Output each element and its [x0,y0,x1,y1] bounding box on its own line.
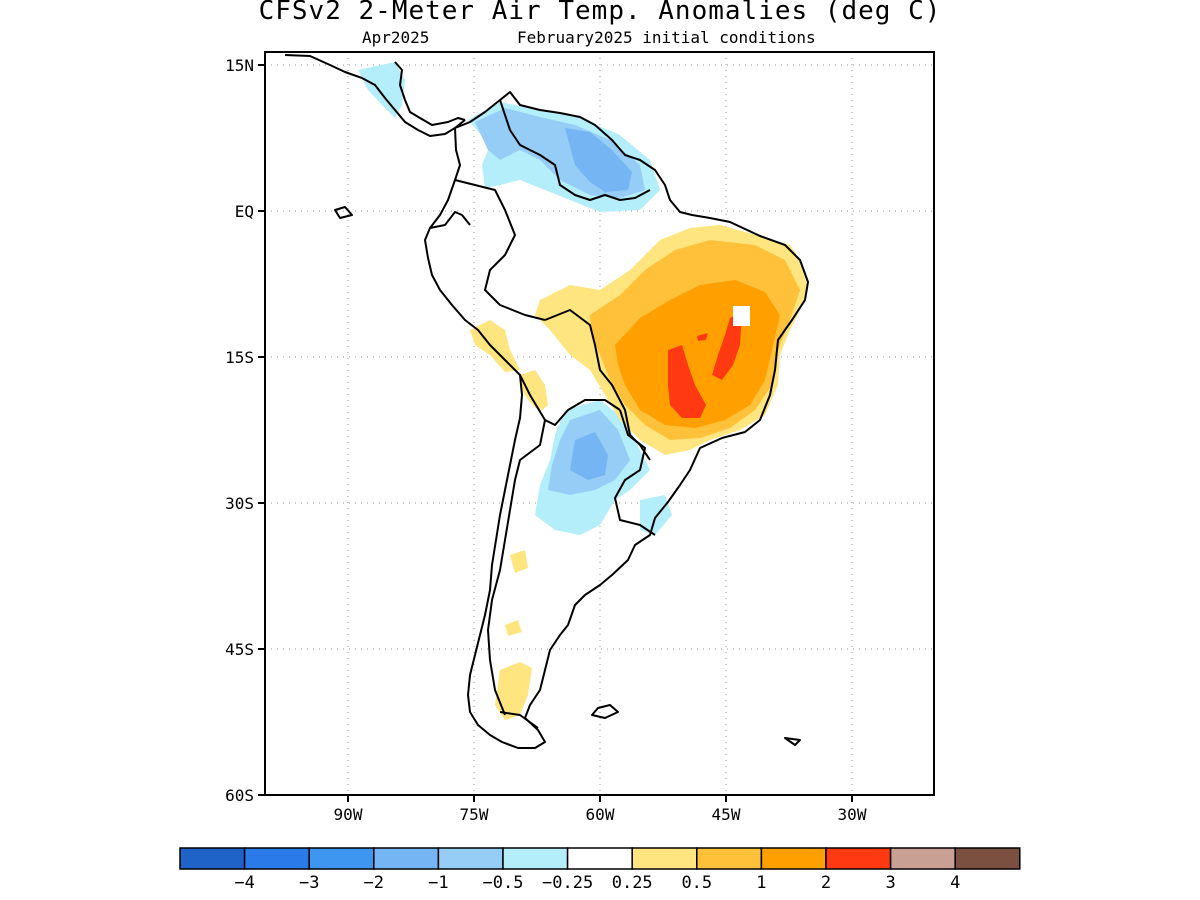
colorbar-swatch [437,847,504,870]
lat-label: 30S [225,494,254,513]
peru-warm-anomaly [470,320,520,372]
colorbar-swatch [631,847,698,870]
colorbar-label: −0.25 [542,873,593,893]
north-cool-anomaly-strong [565,128,632,192]
south-cool-anomaly-strong [570,432,608,480]
patagonia-warm-anomaly-1 [505,620,522,636]
colorbar-label: −2 [364,873,384,893]
latitude-labels: 15N EQ 15S 30S 45S 60S [225,56,254,805]
anomaly-shading [358,62,808,720]
bolivia-warm-anomaly [520,370,548,412]
colorbar-label: 0.5 [681,873,712,893]
subtitle-forecast-month: Apr2025 [362,28,430,47]
lon-label: 90W [334,805,363,824]
lat-label: 60S [225,786,254,805]
coastlines [284,54,809,749]
map-title: CFSv2 2-Meter Air Temp. Anomalies (deg C… [258,0,942,26]
lat-label: 15S [225,348,254,367]
colorbar: −4 −3 −2 −1 −0.5 −0.25 0.25 0.5 1 2 3 4 [179,847,1021,893]
colorbar-label: 4 [950,873,960,893]
longitude-labels: 90W 75W 60W 45W 30W [334,805,867,824]
chile-warm-anomaly [510,550,528,573]
colorbar-label: 1 [756,873,766,893]
axis-ticks [258,64,853,802]
colorbar-label: 2 [821,873,831,893]
colorbar-label: −0.5 [483,873,524,893]
lon-label: 30W [838,805,867,824]
colorbar-swatch [825,847,892,870]
colorbar-swatch [179,847,246,870]
colorbar-label: −1 [428,873,448,893]
lat-label: 45S [225,640,254,659]
colorbar-swatch [243,847,310,870]
missing-data-cell [733,306,750,326]
colorbar-swatch [954,847,1021,870]
colorbar-swatch [502,847,569,870]
uruguay-cool-anomaly [640,495,672,535]
colorbar-swatch [308,847,375,870]
colorbar-swatch [373,847,440,870]
central-america-cool-anomaly [358,62,405,118]
colorbar-swatch [760,847,827,870]
colorbar-label: −4 [234,873,254,893]
lon-label: 60W [586,805,615,824]
lon-label: 75W [460,805,489,824]
lat-label: EQ [235,202,254,221]
warm-anomaly-3-east [712,312,742,380]
colorbar-label: −3 [299,873,319,893]
subtitle-initial-conditions: February2025 initial conditions [517,28,816,47]
colorbar-label: 0.25 [612,873,653,893]
colorbar-swatch [566,847,633,870]
lat-label: 15N [225,56,254,75]
patagonia-warm-anomaly-2 [495,662,532,720]
colorbar-swatch [889,847,956,870]
warm-anomaly-3-dot [697,333,708,341]
colorbar-label: 3 [885,873,895,893]
warm-anomaly-3-west [668,345,706,418]
colorbar-swatch [696,847,763,870]
lon-label: 45W [712,805,741,824]
